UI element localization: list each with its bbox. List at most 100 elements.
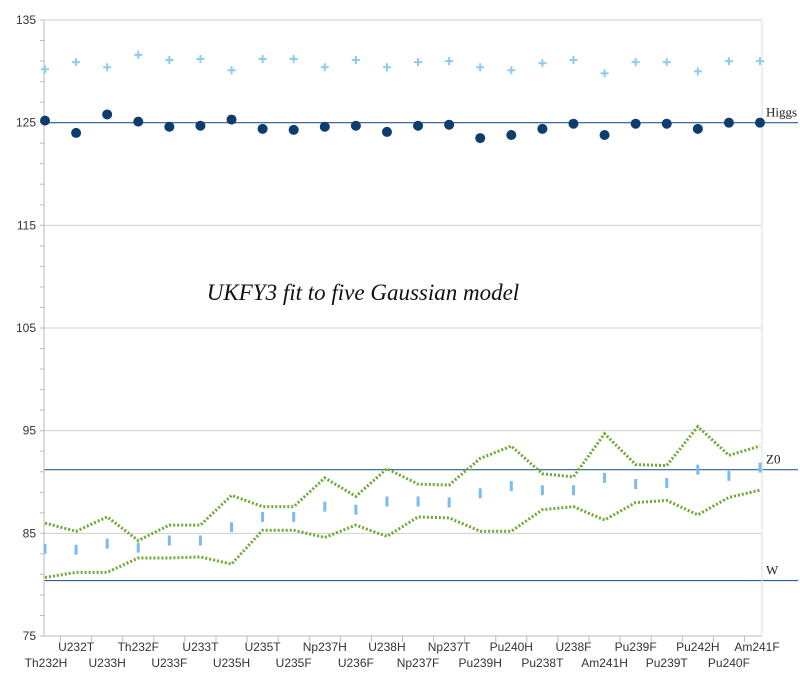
data-point xyxy=(350,120,361,131)
data-point xyxy=(414,58,423,67)
x-tick-label: U232T xyxy=(58,640,95,654)
x-tick-label: Pu240F xyxy=(708,656,750,670)
data-point xyxy=(696,464,700,475)
data-point xyxy=(478,488,482,499)
series-group xyxy=(40,109,765,144)
x-tick-label: U235T xyxy=(245,640,282,654)
series-group xyxy=(44,424,761,543)
data-point xyxy=(261,511,265,522)
y-tick-label: 125 xyxy=(16,116,36,130)
y-tick-label: 95 xyxy=(23,424,37,438)
x-tick-label: U235H xyxy=(213,656,250,670)
data-point xyxy=(41,65,49,74)
data-point xyxy=(103,63,112,72)
x-tick-label: Pu239F xyxy=(615,640,657,654)
data-point xyxy=(630,118,641,129)
series-line xyxy=(44,488,761,579)
data-point xyxy=(693,67,702,76)
x-tick-label: Th232F xyxy=(118,640,159,654)
data-point xyxy=(72,58,81,67)
data-point xyxy=(102,109,113,120)
reference-lines: Higgs Z0 W xyxy=(44,105,798,582)
data-point xyxy=(164,121,175,132)
x-tick-label: Np237T xyxy=(428,640,471,654)
axes xyxy=(40,19,763,642)
x-tick-label: Np237H xyxy=(303,640,347,654)
x-tick-label: U233T xyxy=(182,640,219,654)
data-point xyxy=(475,133,486,144)
data-point xyxy=(40,115,50,126)
data-point xyxy=(661,118,672,129)
data-point xyxy=(540,485,544,496)
chart-title: UKFY3 fit to five Gaussian model xyxy=(207,280,519,305)
data-point xyxy=(599,129,610,140)
data-point xyxy=(571,485,575,496)
data-point xyxy=(385,496,389,507)
series-layer xyxy=(40,50,765,579)
data-point xyxy=(692,123,703,134)
data-point xyxy=(74,544,78,555)
data-point xyxy=(136,542,140,553)
data-point xyxy=(226,114,237,125)
data-point xyxy=(507,66,516,75)
data-point xyxy=(600,69,609,78)
x-tick-label: U235F xyxy=(276,656,312,670)
data-point xyxy=(603,472,607,483)
x-tick-label: Am241F xyxy=(734,640,779,654)
data-point xyxy=(165,56,174,65)
data-point xyxy=(509,481,513,492)
data-point xyxy=(569,56,578,65)
data-point xyxy=(665,478,669,489)
y-tick-label: 115 xyxy=(17,218,36,232)
data-point xyxy=(167,535,171,546)
tick-labels: 75 85 95 105 115 125 135 Th232H U232T U233H Th232F… xyxy=(16,13,780,670)
x-tick-label: U238F xyxy=(555,640,591,654)
data-point xyxy=(230,522,234,533)
data-point xyxy=(756,57,764,66)
data-point xyxy=(354,504,358,515)
data-point xyxy=(292,511,296,522)
data-point xyxy=(196,55,205,64)
data-point xyxy=(257,123,268,134)
x-tick-label: Pu239H xyxy=(459,656,502,670)
data-point xyxy=(445,57,454,66)
grid-lines xyxy=(44,19,762,637)
reference-line-label: Higgs xyxy=(766,105,797,120)
data-point xyxy=(506,129,517,140)
data-point xyxy=(662,58,671,67)
data-point xyxy=(537,123,548,134)
data-point xyxy=(568,118,579,129)
x-tick-label: U238H xyxy=(368,640,405,654)
series-group xyxy=(43,462,762,555)
data-point xyxy=(381,126,392,137)
data-point xyxy=(323,501,327,512)
x-tick-label: Pu242H xyxy=(676,640,719,654)
data-point xyxy=(723,117,734,128)
reference-line-label: Z0 xyxy=(766,452,780,467)
series-group xyxy=(41,50,764,78)
data-point xyxy=(43,543,47,554)
data-point xyxy=(320,63,329,72)
x-tick-label: Th232H xyxy=(25,656,68,670)
data-point xyxy=(724,57,733,66)
data-point xyxy=(71,127,82,138)
y-tick-label: 75 xyxy=(23,629,37,643)
data-point xyxy=(476,63,485,72)
x-tick-label: Pu239T xyxy=(646,656,689,670)
data-point xyxy=(351,56,360,65)
y-tick-label: 105 xyxy=(16,321,36,335)
x-tick-label: Am241H xyxy=(581,656,628,670)
data-point xyxy=(319,121,330,132)
data-point xyxy=(634,479,638,490)
y-tick-label: 85 xyxy=(23,526,37,540)
data-point xyxy=(444,119,455,130)
reference-line-label: W xyxy=(766,563,779,578)
x-tick-label: U236F xyxy=(338,656,374,670)
data-point xyxy=(413,120,424,131)
data-point xyxy=(416,496,420,507)
data-point xyxy=(538,59,547,68)
data-point xyxy=(447,497,451,508)
series-line xyxy=(44,424,761,543)
x-tick-label: U233H xyxy=(88,656,125,670)
data-point xyxy=(195,120,206,131)
